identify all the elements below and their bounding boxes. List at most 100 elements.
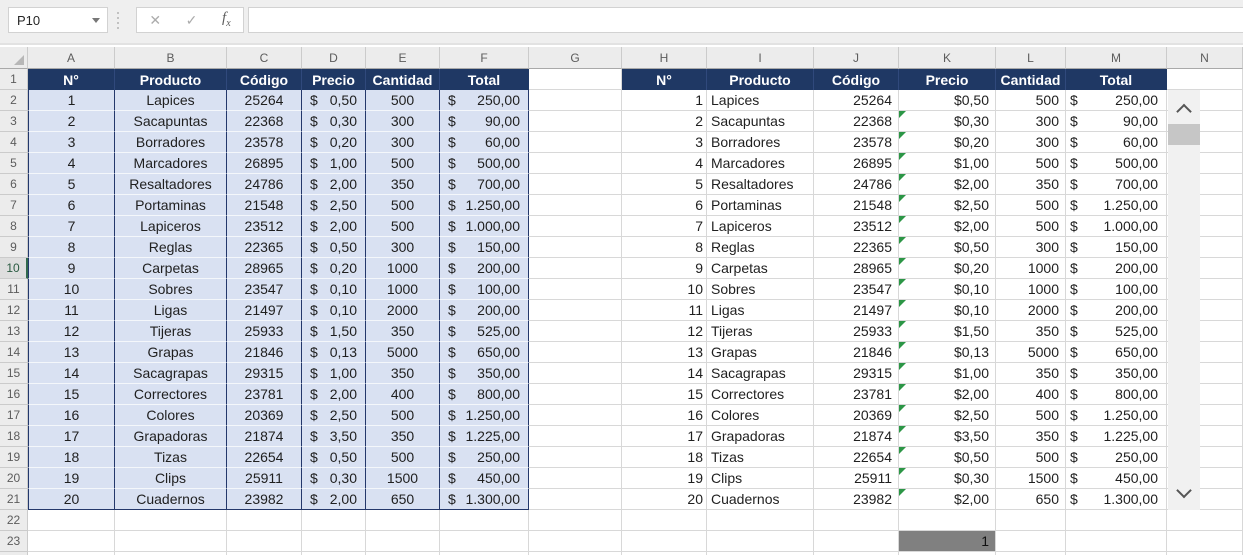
cell-A14[interactable]: 13 [28, 342, 115, 363]
cell-K15[interactable]: $1,00 [899, 363, 996, 384]
row-header-12[interactable]: 12 [0, 300, 28, 321]
cell-I10[interactable]: Carpetas [707, 258, 814, 279]
row-header-10[interactable]: 10 [0, 258, 28, 279]
cell-A21[interactable]: 20 [28, 489, 115, 510]
cell-J17[interactable]: 20369 [814, 405, 899, 426]
row-header-3[interactable]: 3 [0, 111, 28, 132]
select-all-corner[interactable] [0, 47, 28, 69]
cell-C21[interactable]: 23982 [227, 489, 302, 510]
insert-function-icon[interactable]: fx [222, 11, 231, 29]
cell-C22[interactable] [227, 510, 302, 531]
cell-K3[interactable]: $0,30 [899, 111, 996, 132]
cell-E17[interactable]: 500 [366, 405, 440, 426]
cell-M23[interactable] [1066, 531, 1167, 552]
name-box[interactable]: P10 [8, 7, 108, 33]
cell-J21[interactable]: 23982 [814, 489, 899, 510]
cell-N22[interactable] [1167, 510, 1243, 531]
cell-K23[interactable]: 1 [899, 531, 996, 552]
column-header-L[interactable]: L [996, 47, 1066, 69]
column-header-E[interactable]: E [366, 47, 440, 69]
cell-D9[interactable]: $0,50 [302, 237, 366, 258]
cell-M11[interactable]: $100,00 [1066, 279, 1167, 300]
row-header-9[interactable]: 9 [0, 237, 28, 258]
cell-B11[interactable]: Sobres [115, 279, 227, 300]
cell-F7[interactable]: $1.250,00 [440, 195, 529, 216]
cell-L14[interactable]: 5000 [996, 342, 1066, 363]
cell-C5[interactable]: 26895 [227, 153, 302, 174]
cell-J7[interactable]: 21548 [814, 195, 899, 216]
cell-B8[interactable]: Lapiceros [115, 216, 227, 237]
cell-L21[interactable]: 650 [996, 489, 1066, 510]
enter-icon[interactable]: ✓ [185, 12, 198, 28]
cell-M7[interactable]: $1.250,00 [1066, 195, 1167, 216]
cell-K5[interactable]: $1,00 [899, 153, 996, 174]
row-header-13[interactable]: 13 [0, 321, 28, 342]
cell-B16[interactable]: Correctores [115, 384, 227, 405]
cell-F11[interactable]: $100,00 [440, 279, 529, 300]
cell-D7[interactable]: $2,50 [302, 195, 366, 216]
cell-C20[interactable]: 25911 [227, 468, 302, 489]
cell-E2[interactable]: 500 [366, 90, 440, 111]
cell-C13[interactable]: 25933 [227, 321, 302, 342]
cell-I20[interactable]: Clips [707, 468, 814, 489]
cell-M13[interactable]: $525,00 [1066, 321, 1167, 342]
cell-L11[interactable]: 1000 [996, 279, 1066, 300]
cell-G8[interactable] [529, 216, 622, 237]
cell-C2[interactable]: 25264 [227, 90, 302, 111]
cell-J19[interactable]: 22654 [814, 447, 899, 468]
cell-G9[interactable] [529, 237, 622, 258]
cell-L9[interactable]: 300 [996, 237, 1066, 258]
cell-J9[interactable]: 22365 [814, 237, 899, 258]
column-header-F[interactable]: F [440, 47, 529, 69]
cell-D3[interactable]: $0,30 [302, 111, 366, 132]
cell-I7[interactable]: Portaminas [707, 195, 814, 216]
cell-A1[interactable]: N° [28, 69, 115, 90]
cell-E12[interactable]: 2000 [366, 300, 440, 321]
cell-D16[interactable]: $2,00 [302, 384, 366, 405]
column-header-A[interactable]: A [28, 47, 115, 69]
cell-I1[interactable]: Producto [707, 69, 814, 90]
cell-B23[interactable] [115, 531, 227, 552]
cell-L23[interactable] [996, 531, 1066, 552]
cell-K1[interactable]: Precio [899, 69, 996, 90]
cell-F12[interactable]: $200,00 [440, 300, 529, 321]
cell-H7[interactable]: 6 [622, 195, 707, 216]
cell-I22[interactable] [707, 510, 814, 531]
row-header-20[interactable]: 20 [0, 468, 28, 489]
vertical-scrollbar[interactable] [1168, 90, 1200, 510]
cell-B6[interactable]: Resaltadores [115, 174, 227, 195]
cell-G2[interactable] [529, 90, 622, 111]
cell-K12[interactable]: $0,10 [899, 300, 996, 321]
column-header-C[interactable]: C [227, 47, 302, 69]
cell-B4[interactable]: Borradores [115, 132, 227, 153]
cell-H12[interactable]: 11 [622, 300, 707, 321]
cell-A4[interactable]: 3 [28, 132, 115, 153]
column-header-J[interactable]: J [814, 47, 899, 69]
cell-F22[interactable] [440, 510, 529, 531]
cell-K19[interactable]: $0,50 [899, 447, 996, 468]
cell-D14[interactable]: $0,13 [302, 342, 366, 363]
cell-M14[interactable]: $650,00 [1066, 342, 1167, 363]
cell-B12[interactable]: Ligas [115, 300, 227, 321]
cell-M19[interactable]: $250,00 [1066, 447, 1167, 468]
cell-C17[interactable]: 20369 [227, 405, 302, 426]
cell-D23[interactable] [302, 531, 366, 552]
cell-B1[interactable]: Producto [115, 69, 227, 90]
cell-J22[interactable] [814, 510, 899, 531]
cell-K4[interactable]: $0,20 [899, 132, 996, 153]
cell-C19[interactable]: 22654 [227, 447, 302, 468]
cell-B19[interactable]: Tizas [115, 447, 227, 468]
cell-E5[interactable]: 500 [366, 153, 440, 174]
cell-B9[interactable]: Reglas [115, 237, 227, 258]
cell-I19[interactable]: Tizas [707, 447, 814, 468]
cell-H4[interactable]: 3 [622, 132, 707, 153]
row-header-7[interactable]: 7 [0, 195, 28, 216]
cell-E15[interactable]: 350 [366, 363, 440, 384]
cell-J20[interactable]: 25911 [814, 468, 899, 489]
column-header-K[interactable]: K [899, 47, 996, 69]
cell-A22[interactable] [28, 510, 115, 531]
cell-D17[interactable]: $2,50 [302, 405, 366, 426]
cell-K16[interactable]: $2,00 [899, 384, 996, 405]
cell-G21[interactable] [529, 489, 622, 510]
cell-E6[interactable]: 350 [366, 174, 440, 195]
